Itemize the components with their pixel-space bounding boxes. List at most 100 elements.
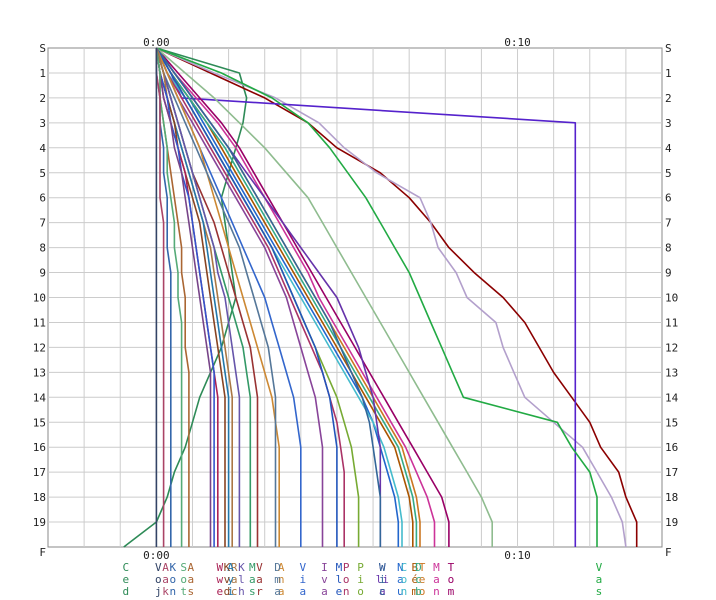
x-tick-label-top: 0:00: [143, 36, 170, 49]
legend-letter: a: [162, 573, 169, 586]
legend-letter: d: [123, 585, 130, 598]
legend-letter: n: [278, 573, 285, 586]
legend-letter: v: [224, 573, 231, 586]
finish-label-right: F: [665, 546, 672, 559]
y-tick-label-left: 18: [33, 491, 46, 504]
y-tick-label-right: 16: [665, 441, 678, 454]
legend-letter: é: [411, 573, 418, 586]
legend-letter: o: [180, 573, 187, 586]
x-tick-label-top: 0:10: [504, 36, 531, 49]
y-tick-label-right: 17: [665, 466, 678, 479]
legend-letter: r: [256, 585, 263, 598]
series-line-28: [155, 47, 226, 547]
legend-letter: M: [433, 561, 440, 574]
legend-letter: K: [224, 561, 231, 574]
legend-letter: a: [321, 585, 328, 598]
y-tick-label-right: 13: [665, 366, 678, 379]
legend-letter: T: [419, 561, 426, 574]
y-tick-label-right: 8: [665, 242, 672, 255]
y-tick-label-right: 19: [665, 516, 678, 529]
series-line-30: [155, 47, 215, 547]
legend-letter: a: [256, 573, 263, 586]
legend-letter: A: [162, 561, 169, 574]
series-line-25: [155, 47, 241, 547]
legend-letter: P: [343, 561, 350, 574]
legend-letter: c: [415, 573, 422, 586]
series-line-13: [155, 47, 418, 547]
series-lines: [123, 47, 638, 548]
y-tick-label-left: 13: [33, 366, 46, 379]
legend-letter: s: [188, 585, 195, 598]
y-tick-label-right: 11: [665, 316, 678, 329]
legend-letter: N: [397, 561, 404, 574]
legend-letter: e: [216, 585, 223, 598]
legend-letter: V: [256, 561, 263, 574]
legend-letter: m: [274, 573, 281, 586]
legend-letter: j: [155, 585, 162, 598]
legend-letter: u: [397, 585, 404, 598]
legend-letter: b: [415, 585, 422, 598]
legend-letter: o: [448, 573, 455, 586]
y-tick-label-left: 15: [33, 416, 46, 429]
y-tick-label-left: 4: [39, 142, 46, 155]
legend-letter: i: [357, 573, 364, 586]
series-line-27: [155, 47, 230, 547]
series-line-7: [155, 47, 494, 547]
y-tick-label-right: 18: [665, 491, 678, 504]
legend-letter: n: [401, 585, 408, 598]
series-line-3: [156, 47, 627, 548]
legend-letter: D: [274, 561, 281, 574]
legend-letter: n: [169, 585, 176, 598]
y-tick-label-right: 6: [665, 192, 672, 205]
legend-letter: e: [419, 573, 426, 586]
legend-letter: M: [336, 561, 343, 574]
legend-letter: l: [238, 573, 245, 586]
legend-letter: o: [155, 573, 162, 586]
legend-letter: i: [379, 573, 386, 586]
y-tick-label-left: 1: [39, 67, 46, 80]
y-tick-label-right: 5: [665, 167, 672, 180]
series-line-5: [156, 47, 598, 547]
legend-letter: W: [379, 561, 386, 574]
legend-letter: a: [300, 585, 307, 598]
y-tick-label-left: 16: [33, 441, 46, 454]
legend-letter: a: [433, 573, 440, 586]
legend-letter: S: [180, 561, 187, 574]
y-tick-label-right: 4: [665, 142, 672, 155]
legend-letter: a: [397, 573, 404, 586]
y-tick-label-left: 14: [33, 391, 47, 404]
legend-letter: i: [227, 585, 234, 598]
legend-letter: m: [411, 585, 418, 598]
y-tick-label-left: 11: [33, 316, 46, 329]
legend-letter: s: [249, 585, 256, 598]
y-tick-label-right: S: [665, 42, 672, 55]
y-tick-label-right: 12: [665, 341, 678, 354]
y-tick-label-left: 8: [39, 242, 46, 255]
series-line-34: [155, 48, 172, 547]
legend: CedVasTomManTeoNauConBémDcbWliaWicPioPon…: [123, 561, 603, 598]
y-tick-label-right: 14: [665, 391, 679, 404]
legend-letter: M: [249, 561, 256, 574]
legend-letter: W: [379, 561, 386, 574]
series-line-22: [155, 47, 277, 547]
legend-letter: o: [419, 585, 426, 598]
legend-letter: a: [249, 573, 256, 586]
y-tick-label-right: 15: [665, 416, 678, 429]
y-tick-label-left: 17: [33, 466, 46, 479]
legend-letter: o: [357, 585, 364, 598]
legend-letter: C: [123, 561, 130, 574]
legend-letter: o: [343, 573, 350, 586]
legend-letter: B: [411, 561, 418, 574]
legend-letter: s: [596, 585, 603, 598]
legend-letter: D: [415, 561, 422, 574]
series-line-19: [155, 47, 324, 547]
legend-letter: l: [336, 573, 343, 586]
series-line-10: [155, 47, 400, 547]
legend-letter: K: [169, 561, 176, 574]
legend-letter: c: [379, 585, 386, 598]
legend-letter: A: [278, 561, 285, 574]
legend-letter: k: [162, 585, 169, 598]
legend-letter: A: [227, 561, 234, 574]
legend-letter: h: [238, 585, 245, 598]
